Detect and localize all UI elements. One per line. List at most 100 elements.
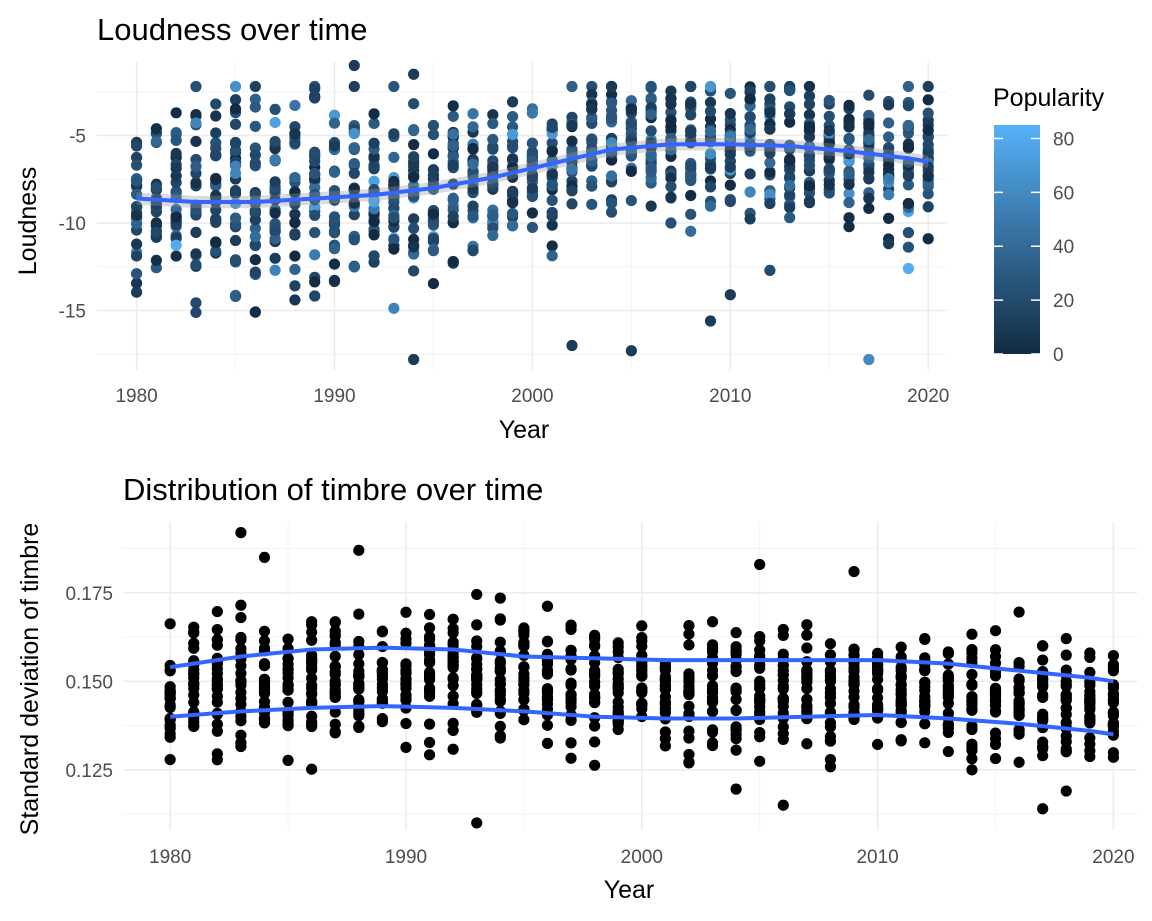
timbre-point — [471, 687, 483, 700]
timbre-point — [777, 623, 789, 636]
loudness-point — [883, 212, 895, 224]
loudness-point — [605, 197, 618, 209]
timbre-point — [636, 699, 648, 711]
loudness-point — [764, 93, 776, 105]
loudness-point — [902, 80, 915, 93]
timbre-point — [683, 671, 695, 683]
loudness-point — [665, 85, 677, 97]
x-tick-label: 1980 — [115, 386, 157, 407]
loudness-point — [210, 173, 222, 185]
timbre-point — [848, 565, 860, 578]
loudness-point — [605, 97, 618, 109]
loudness-point — [764, 147, 776, 159]
loudness-point — [863, 192, 875, 204]
timbre-point — [1060, 675, 1072, 688]
timbre-point — [164, 722, 176, 735]
loudness-point — [922, 146, 934, 159]
loudness-point — [902, 142, 915, 154]
loudness-point — [803, 109, 816, 121]
loudness-point — [823, 124, 835, 137]
loudness-point — [467, 142, 479, 155]
loudness-point — [190, 248, 202, 260]
loudness-point — [249, 266, 261, 278]
timbre-point — [471, 817, 483, 829]
timbre-point — [824, 717, 837, 729]
loudness-point — [645, 94, 657, 106]
timbre-point — [282, 684, 294, 696]
loudness-point — [348, 234, 360, 246]
loudness-point — [784, 153, 796, 165]
timbre-point — [966, 704, 978, 716]
timbre-point — [919, 737, 931, 749]
loudness-point — [863, 89, 875, 101]
loudness-point — [685, 189, 697, 202]
loudness-point — [487, 133, 499, 146]
loudness-point — [447, 139, 459, 152]
loudness-point — [368, 117, 380, 130]
loudness-point — [645, 125, 657, 137]
timbre-point — [235, 667, 247, 679]
timbre-point — [353, 658, 365, 670]
timbre-point — [1037, 681, 1049, 693]
loudness-point — [784, 108, 796, 120]
timbre-point — [730, 682, 742, 694]
loudness-point — [328, 227, 341, 239]
loudness-point — [269, 207, 281, 219]
loudness-point — [388, 234, 400, 246]
timbre-point — [1037, 803, 1049, 815]
timbre-point — [447, 680, 459, 692]
timbre-point — [353, 608, 365, 620]
loudness-point — [764, 166, 776, 178]
timbre-point — [754, 630, 766, 643]
loudness-point — [487, 161, 499, 173]
loudness-point — [289, 294, 301, 306]
loudness-point — [526, 207, 538, 219]
loudness-point — [843, 196, 855, 209]
loudness-point — [229, 136, 242, 149]
loudness-point — [863, 109, 875, 122]
timbre-point — [518, 714, 530, 726]
loudness-point — [823, 187, 835, 199]
timbre-point — [306, 649, 318, 661]
timbre-point — [400, 606, 412, 618]
timbre-point — [541, 636, 554, 648]
timbre-point — [423, 684, 436, 696]
loudness-point — [724, 87, 736, 100]
timbre-point — [942, 745, 954, 758]
loudness-point — [546, 194, 558, 206]
loudness-point — [863, 173, 875, 185]
loudness-point — [665, 181, 677, 193]
loudness-points — [130, 59, 934, 366]
timbre-point — [919, 690, 931, 702]
timbre-point — [306, 634, 318, 646]
loudness-point — [823, 94, 835, 107]
timbre-point — [754, 558, 766, 571]
loudness-point — [289, 137, 301, 149]
timbre-point — [211, 639, 223, 651]
timbre-point — [282, 710, 294, 722]
timbre-point — [801, 682, 813, 695]
timbre-point — [306, 763, 318, 775]
loudness-point — [586, 80, 598, 93]
timbre-point — [683, 619, 695, 632]
loudness-point — [170, 147, 182, 160]
loudness-point — [328, 211, 341, 223]
timbre-point — [258, 658, 271, 670]
timbre-point — [1037, 741, 1049, 753]
timbre-point — [848, 679, 860, 691]
loudness-point — [922, 170, 934, 182]
loudness-point — [724, 289, 736, 301]
loudness-point — [744, 111, 756, 123]
timbre-point — [683, 628, 695, 640]
loudness-point — [566, 119, 578, 132]
timbre-point — [1107, 650, 1120, 662]
loudness-point — [427, 128, 440, 141]
timbre-point — [730, 693, 742, 706]
loudness-point — [744, 123, 756, 136]
timbre-point — [423, 749, 436, 761]
loudness-point — [368, 137, 380, 149]
legend-tick-label: 0 — [1053, 345, 1064, 366]
timbre-point — [801, 671, 813, 683]
timbre-point — [589, 633, 601, 646]
timbre-point — [942, 719, 954, 731]
